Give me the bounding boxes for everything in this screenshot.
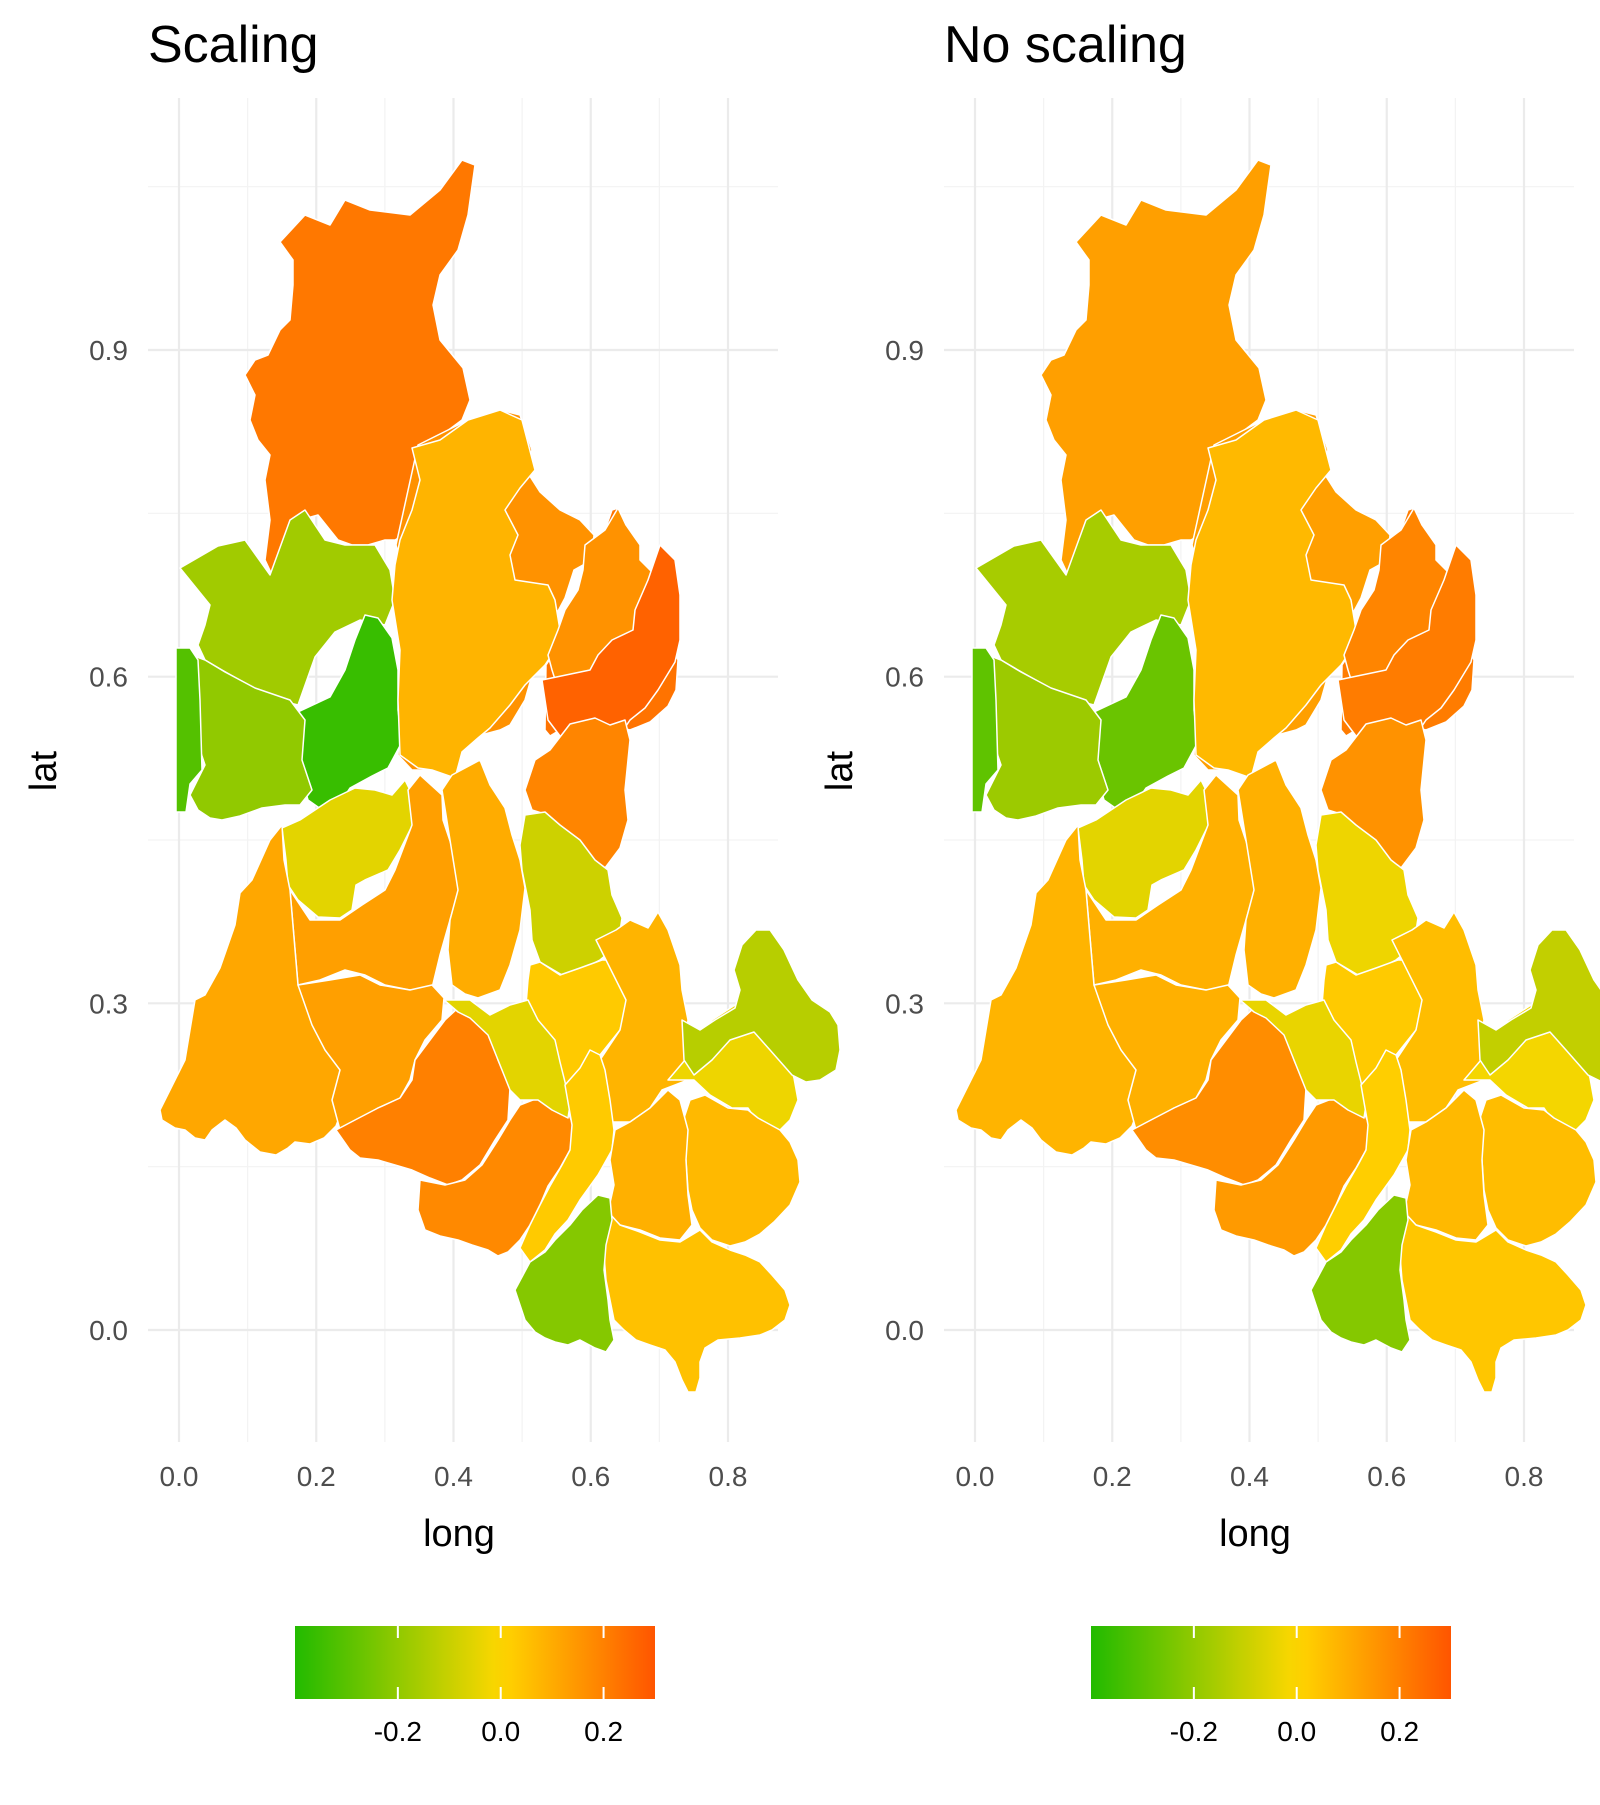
panel-title: No scaling	[944, 16, 1187, 74]
y-tick-label: 0.3	[89, 988, 128, 1019]
colorbar-legend: -0.2 0.0 0.2	[295, 1626, 655, 1747]
y-axis-ticks: 0.0 0.3 0.6 0.9	[89, 335, 128, 1346]
y-tick-label: 0.0	[89, 1315, 128, 1346]
x-tick-label: 0.2	[297, 1461, 336, 1492]
region-r07	[1187, 409, 1357, 779]
y-axis-title: lat	[23, 750, 65, 791]
region-r22	[417, 1097, 576, 1257]
x-tick-label: 0.0	[956, 1461, 995, 1492]
region-r27	[607, 1089, 693, 1241]
y-tick-label: 0.6	[89, 662, 128, 693]
y-tick-label: 0.9	[89, 335, 128, 366]
region-r27	[1403, 1089, 1489, 1241]
y-axis-ticks: 0.0 0.3 0.6 0.9	[885, 335, 924, 1346]
region-r26	[679, 1094, 801, 1247]
x-tick-label: 0.6	[571, 1461, 610, 1492]
colorbar-legend: -0.2 0.0 0.2	[1091, 1626, 1451, 1747]
x-axis-title: long	[1219, 1513, 1291, 1555]
region-r29	[1310, 1194, 1411, 1353]
region-r25	[1477, 929, 1600, 1082]
colorbar	[295, 1626, 655, 1699]
x-tick-label: 0.8	[709, 1461, 748, 1492]
region-r24	[519, 1049, 615, 1263]
y-tick-label: 0.9	[885, 335, 924, 366]
colorbar-tick-label: 0.0	[1277, 1716, 1316, 1747]
region-r20	[297, 974, 445, 1131]
x-tick-label: 0.8	[1505, 1461, 1544, 1492]
colorbar-tick-label: 0.2	[1380, 1716, 1419, 1747]
x-axis-title: long	[423, 1513, 495, 1555]
region-r20	[1093, 974, 1241, 1131]
region-r25	[681, 929, 841, 1083]
region-r14	[1237, 759, 1322, 999]
region-r26	[1475, 1094, 1597, 1247]
x-tick-label: 0.4	[1230, 1461, 1269, 1492]
panel-scaling: Scaling 0.0 0.2 0.4 0.6 0.8 0.0 0.3 0.6 0.9 lon…	[23, 16, 841, 1747]
region-r12	[1077, 779, 1212, 919]
region-r28	[603, 1211, 791, 1393]
colorbar-tick-label: -0.2	[374, 1716, 422, 1747]
region-r28	[1399, 1211, 1587, 1393]
choropleth-map	[955, 159, 1600, 1393]
y-tick-label: 0.3	[885, 988, 924, 1019]
region-r24	[1315, 1049, 1411, 1263]
x-axis-ticks: 0.0 0.2 0.4 0.6 0.8	[160, 1461, 748, 1492]
region-r06	[971, 647, 999, 813]
region-r06	[175, 647, 203, 813]
x-tick-label: 0.4	[434, 1461, 473, 1492]
panel-no-scaling: No scaling 0.0 0.2 0.4 0.6 0.8 0.00.30.60.9 …	[819, 16, 1600, 1747]
y-tick-label: 0.6	[885, 662, 924, 693]
colorbar-tick-label: 0.2	[584, 1716, 623, 1747]
colorbar	[1091, 1626, 1451, 1699]
region-r22	[1213, 1097, 1372, 1257]
region-r14	[441, 759, 526, 999]
colorbar-tick-label: 0.0	[481, 1716, 520, 1747]
choropleth-map	[159, 159, 841, 1393]
x-tick-label: 0.2	[1093, 1461, 1132, 1492]
region-r07	[391, 409, 561, 779]
x-tick-label: 0.6	[1367, 1461, 1406, 1492]
panel-title: Scaling	[148, 16, 319, 74]
x-axis-ticks: 0.0 0.2 0.4 0.6 0.8	[956, 1461, 1544, 1492]
y-axis-title: lat	[819, 750, 861, 791]
x-tick-label: 0.0	[160, 1461, 199, 1492]
colorbar-tick-label: -0.2	[1170, 1716, 1218, 1747]
y-tick-label: 0.0	[885, 1315, 924, 1346]
region-r29	[514, 1194, 615, 1353]
region-r12	[281, 779, 416, 919]
